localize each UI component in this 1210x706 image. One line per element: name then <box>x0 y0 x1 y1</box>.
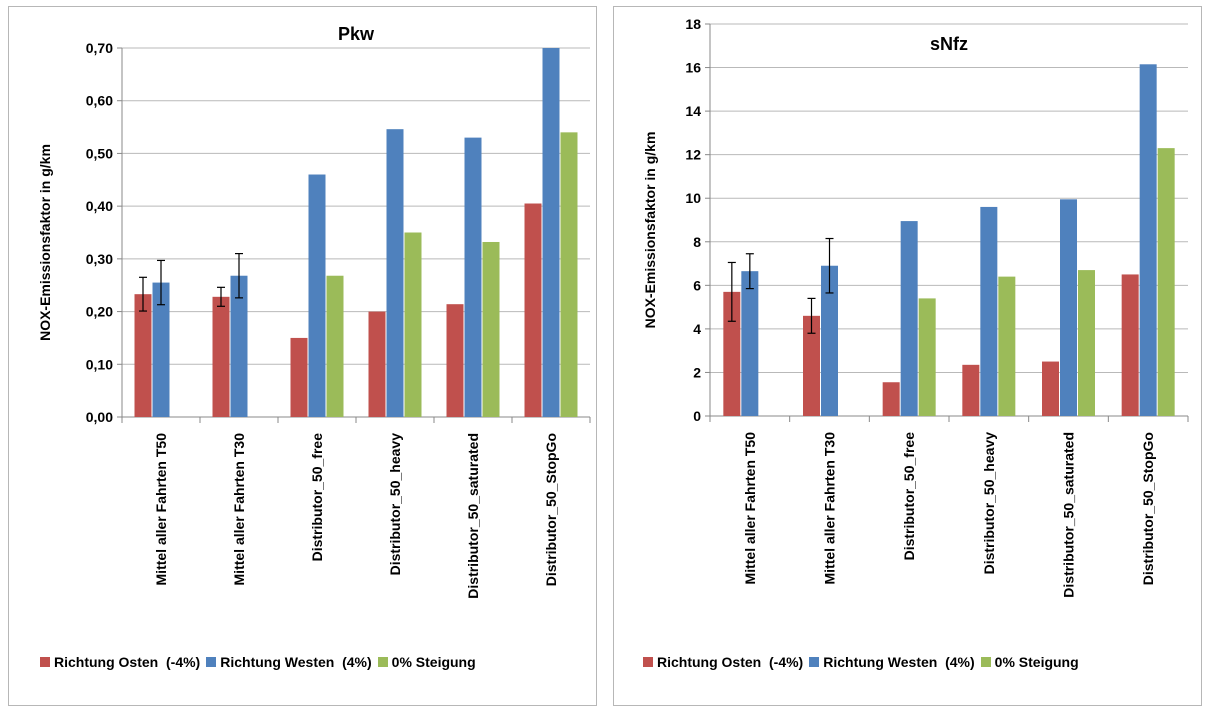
bar <box>212 296 230 417</box>
bar <box>386 129 404 417</box>
legend: Richtung Osten (-4%) Richtung Westen (4%)… <box>40 652 482 672</box>
x-category-label: Distributor_50_free <box>309 433 325 562</box>
bar <box>1139 64 1157 417</box>
bar <box>882 382 900 416</box>
legend-swatch <box>377 657 388 667</box>
bar <box>308 174 326 417</box>
bar <box>1042 361 1059 416</box>
y-tick-label: 8 <box>693 234 701 250</box>
y-tick-label: 14 <box>685 103 701 119</box>
bar <box>560 132 578 418</box>
bar <box>1060 199 1077 416</box>
x-category-label: Mittel aller Fahrten T50 <box>153 433 169 586</box>
legend-label: 0% Steigung <box>391 654 476 670</box>
x-category-label: Mittel aller Fahrten T30 <box>822 432 838 585</box>
bar <box>1121 274 1139 416</box>
y-tick-label: 0,10 <box>86 356 113 372</box>
legend-label: Richtung Osten (-4%) <box>657 654 804 670</box>
chart-title: sNfz <box>930 34 968 54</box>
legend-swatch <box>809 657 820 667</box>
legend-label: Richtung Osten (-4%) <box>54 654 201 670</box>
bar <box>1078 270 1095 416</box>
legend-label: Richtung Westen (4%) <box>823 654 975 670</box>
bar <box>900 221 918 416</box>
x-category-label: Mittel aller Fahrten T30 <box>231 433 247 586</box>
legend-item: Richtung Osten (-4%) <box>643 654 803 670</box>
bar <box>524 203 542 417</box>
y-tick-label: 18 <box>685 16 701 32</box>
y-tick-label: 16 <box>685 60 701 76</box>
bar <box>482 241 500 417</box>
y-tick-label: 0,70 <box>86 40 113 56</box>
x-category-label: Distributor_50_heavy <box>981 432 997 575</box>
chart-panel-pkw: 0,00 0,10 0,20 0,30 0,40 0,50 0,60 0,70 Mittel a… <box>0 0 605 706</box>
y-tick-label: 4 <box>693 321 701 337</box>
bar <box>980 206 998 416</box>
chart-pkw: 0,00 0,10 0,20 0,30 0,40 0,50 0,60 0,70 Mittel a… <box>37 24 591 599</box>
x-category-label: Mittel aller Fahrten T50 <box>742 432 758 585</box>
y-tick-label: 10 <box>685 190 701 206</box>
y-tick-label: 0,50 <box>86 145 113 161</box>
bar <box>230 275 248 417</box>
x-category-label: Distributor_50_free <box>901 432 917 561</box>
legend-item: Richtung Westen (4%) <box>206 654 372 670</box>
bar <box>918 298 936 416</box>
bar <box>134 294 152 417</box>
x-category-label: Distributor_50_StopGo <box>543 433 559 586</box>
y-tick-label: 0 <box>693 408 701 424</box>
bar <box>542 48 560 417</box>
y-axis-label: NOX-Emissionsfaktor in g/km <box>642 132 658 329</box>
x-category-label: Distributor_50_StopGo <box>1140 432 1156 585</box>
legend-item: 0% Steigung <box>980 654 1079 670</box>
chart-panel-snfz: 0 2 4 6 8 10 12 14 16 18 Mittel aller Fahrten T50 M… <box>605 0 1210 706</box>
bar <box>152 282 170 417</box>
x-category-label: Distributor_50_heavy <box>387 433 403 576</box>
y-tick-label: 0,20 <box>86 304 113 320</box>
y-tick-label: 0,60 <box>86 93 113 109</box>
bar <box>326 275 344 417</box>
y-tick-label: 2 <box>693 364 701 380</box>
bar <box>1157 148 1175 416</box>
y-tick-label: 0,00 <box>86 409 113 425</box>
x-category-label: Distributor_50_saturated <box>465 433 481 599</box>
bar <box>962 364 980 416</box>
bar <box>821 265 838 416</box>
legend-swatch <box>643 657 653 667</box>
bar <box>998 276 1016 416</box>
legend-swatch <box>40 657 50 667</box>
bar <box>464 137 482 417</box>
bar <box>446 304 464 417</box>
bar <box>404 232 422 417</box>
y-tick-label: 6 <box>693 277 701 293</box>
bar <box>290 337 308 417</box>
legend-swatch <box>206 657 217 667</box>
chart-snfz: 0 2 4 6 8 10 12 14 16 18 Mittel aller Fahrten T50 M… <box>642 16 1189 598</box>
x-category-label: Distributor_50_saturated <box>1061 432 1077 598</box>
y-tick-label: 0,30 <box>86 251 113 267</box>
bar <box>803 315 820 416</box>
legend: Richtung Osten (-4%) Richtung Westen (4%)… <box>643 652 1085 672</box>
bar <box>741 271 759 416</box>
legend-label: Richtung Westen (4%) <box>220 654 372 670</box>
chart-title: Pkw <box>338 24 375 44</box>
y-axis-label: NOX-Emissionsfaktor in g/km <box>37 144 53 341</box>
bar <box>723 291 741 416</box>
y-tick-label: 12 <box>685 147 701 163</box>
bar <box>368 311 386 417</box>
legend-label: 0% Steigung <box>994 654 1079 670</box>
legend-item: 0% Steigung <box>377 654 476 670</box>
legend-item: Richtung Westen (4%) <box>809 654 975 670</box>
legend-item: Richtung Osten (-4%) <box>40 654 200 670</box>
y-tick-label: 0,40 <box>86 198 113 214</box>
legend-swatch <box>980 657 991 667</box>
